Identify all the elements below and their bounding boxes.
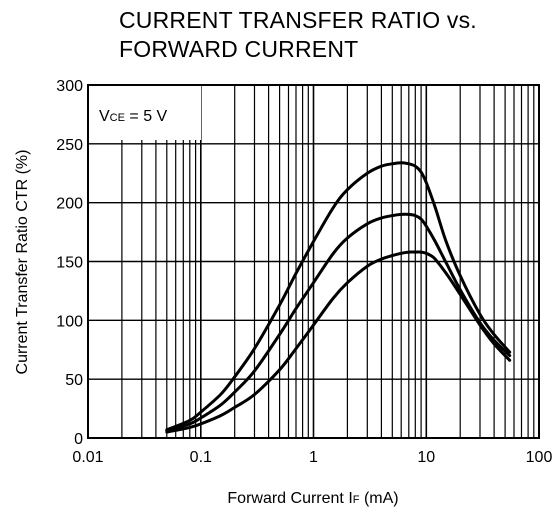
x-tick-label: 100 (526, 449, 553, 466)
x-axis-label: Forward Current IF (mA) (227, 490, 398, 507)
y-tick-label: 200 (56, 196, 83, 213)
chart-title-line-2: FORWARD CURRENT (119, 36, 359, 62)
y-tick-label: 0 (74, 431, 83, 448)
y-tick-label: 150 (56, 255, 83, 272)
ctr-curve-2 (165, 212, 512, 433)
y-tick-label: 50 (65, 372, 83, 389)
ctr-curve-3 (165, 250, 512, 434)
y-tick-label: 250 (56, 137, 83, 154)
curves (165, 161, 512, 434)
x-tick-labels: 0.01 0.1 1 10 100 (72, 449, 552, 466)
chart-title: CURRENT TRANSFER RATIO vs. FORWARD CURRE… (119, 6, 549, 64)
plot-frame (87, 84, 540, 439)
annotation-main: V (99, 108, 110, 125)
annotation-box: VCE = 5 V (89, 86, 201, 140)
annotation-background (89, 86, 201, 140)
x-axis-label-sub: F (353, 494, 360, 506)
y-tick-label: 300 (56, 78, 83, 95)
x-tick-label: 0.1 (190, 449, 212, 466)
x-tick-label: 10 (417, 449, 435, 466)
grid (87, 84, 539, 439)
x-tick-label: 1 (309, 449, 318, 466)
x-tick-label: 0.01 (72, 449, 103, 466)
y-axis-label: Current Transfer Ratio CTR (%) (14, 150, 31, 375)
ctr-curve-1 (165, 161, 512, 432)
annotation-sub: CE (110, 112, 125, 124)
annotation-rest: = 5 V (125, 108, 168, 125)
annotation-label: VCE = 5 V (99, 108, 168, 125)
y-tick-label: 100 (56, 313, 83, 330)
x-axis-label-unit: (mA) (360, 490, 399, 507)
chart-title-line-1: CURRENT TRANSFER RATIO vs. (119, 7, 477, 33)
x-axis-label-main: Forward Current I (227, 490, 352, 507)
y-tick-labels: 0 50 100 150 200 250 300 (56, 78, 83, 448)
